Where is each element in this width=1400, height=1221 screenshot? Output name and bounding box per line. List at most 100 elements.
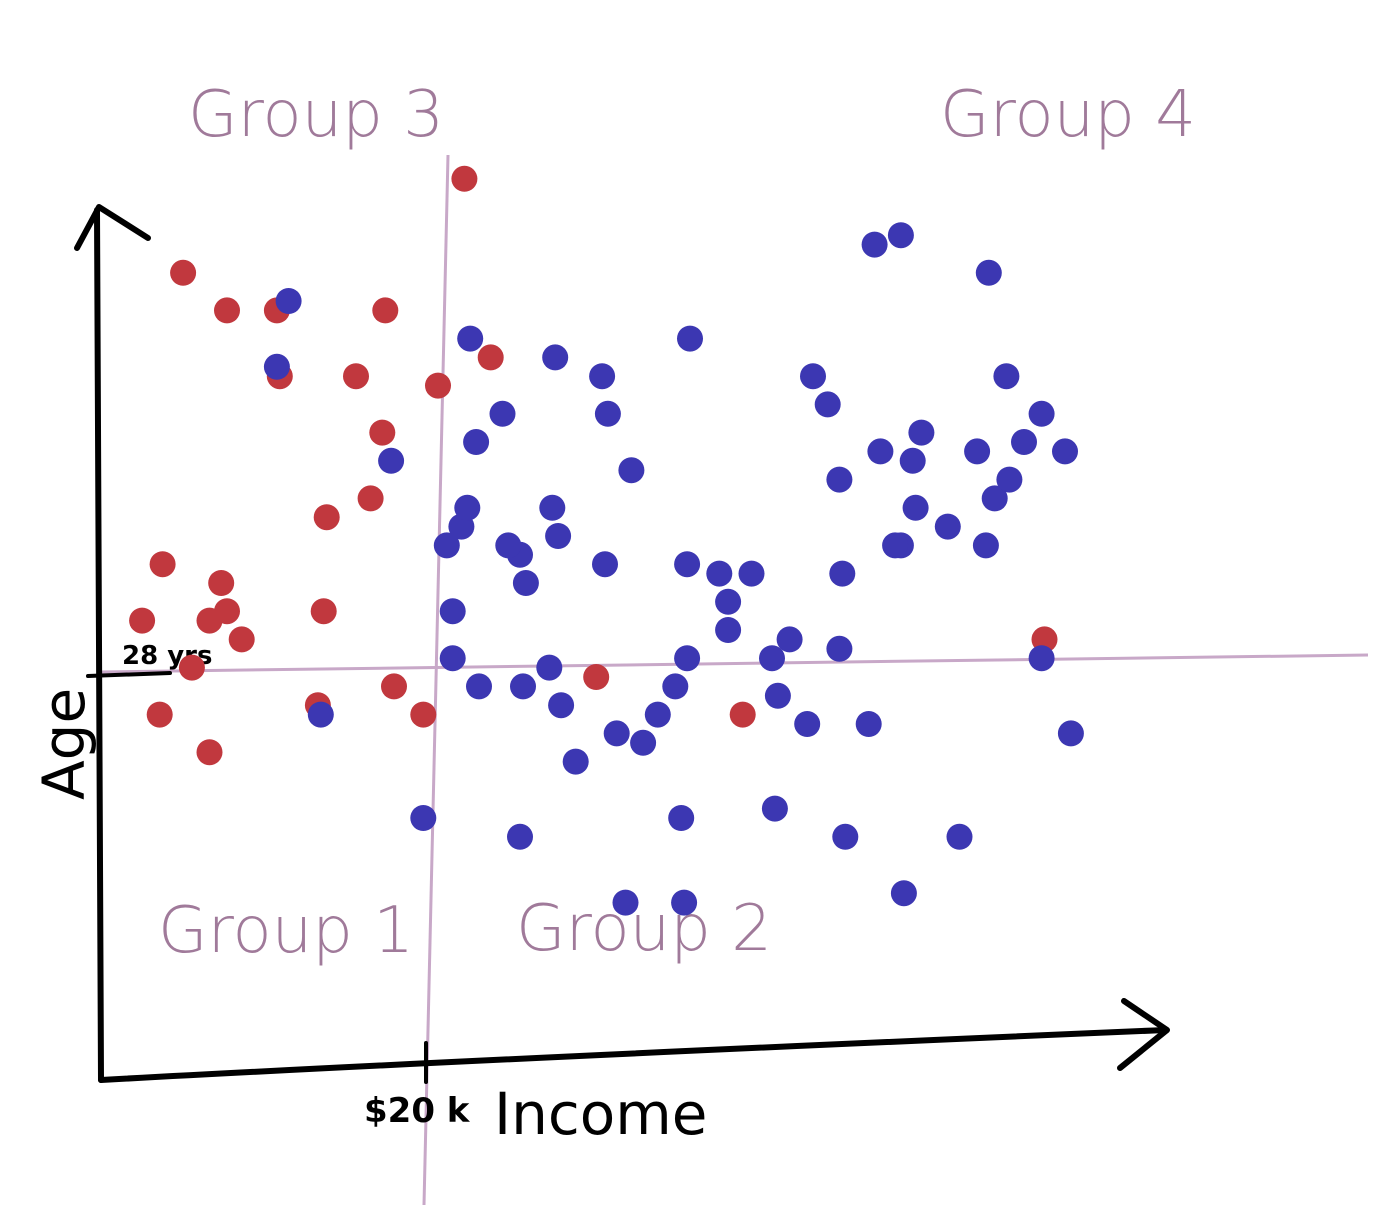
blue-data-point	[618, 457, 645, 484]
blue-data-point	[510, 673, 536, 700]
blue-data-point	[562, 748, 589, 775]
blue-data-point	[539, 494, 566, 521]
group-3-label: Group 3	[188, 78, 444, 152]
red-data-point	[129, 607, 156, 634]
blue-data-point	[592, 551, 618, 578]
red-data-point	[425, 372, 451, 399]
blue-data-point	[861, 231, 888, 258]
blue-data-point	[882, 532, 909, 559]
blue-data-point	[761, 795, 788, 822]
y-axis-line	[94, 207, 104, 1083]
red-data-point	[410, 701, 437, 728]
blue-data-point	[644, 701, 671, 728]
blue-data-point	[275, 288, 302, 314]
blue-data-point	[975, 259, 1002, 286]
blue-data-point	[466, 673, 492, 700]
blue-data-point	[993, 363, 1020, 390]
blue-data-point	[378, 447, 405, 474]
x-axis-arrowhead	[1117, 998, 1170, 1071]
blue-data-point	[972, 532, 999, 559]
group-4-label: Group 4	[940, 78, 1196, 152]
blue-data-point	[908, 419, 935, 446]
blue-data-point	[996, 466, 1023, 493]
blue-data-point	[677, 325, 703, 352]
red-data-point	[228, 626, 255, 653]
blue-data-point	[1028, 645, 1055, 672]
blue-data-point	[307, 701, 334, 728]
red-data-point	[451, 165, 478, 192]
blue-data-point	[603, 720, 630, 747]
red-data-point	[372, 297, 399, 324]
blue-data-point	[776, 626, 803, 653]
blue-data-point	[829, 560, 856, 587]
blue-data-point	[826, 466, 853, 493]
x-axis-title: Income	[494, 1080, 707, 1148]
blue-data-point	[495, 532, 522, 559]
income-threshold-label: $20 k	[364, 1091, 471, 1131]
blue-data-point	[715, 617, 742, 643]
red-data-point	[477, 344, 504, 371]
blue-data-point	[855, 711, 882, 737]
red-data-point	[196, 739, 223, 766]
blue-data-point	[887, 222, 914, 249]
y-axis-title: Age	[30, 688, 98, 800]
red-data-point	[313, 504, 340, 531]
blue-data-point	[674, 551, 701, 578]
blue-data-point	[715, 588, 742, 615]
red-data-point	[369, 419, 396, 446]
group-2-label: Group 2	[516, 892, 772, 966]
blue-data-point	[454, 494, 481, 521]
blue-data-point	[589, 363, 616, 390]
blue-data-point	[902, 494, 929, 521]
blue-data-point	[1052, 438, 1078, 465]
blue-data-point	[512, 570, 539, 596]
red-data-point	[178, 654, 205, 681]
red-data-point	[170, 259, 197, 286]
blue-data-point	[946, 823, 973, 850]
blue-data-point	[612, 889, 639, 916]
red-data-point	[208, 570, 235, 596]
blue-data-point	[759, 645, 785, 672]
blue-data-point	[536, 654, 563, 681]
blue-data-point	[814, 391, 841, 418]
red-data-point	[381, 673, 407, 700]
blue-data-point	[890, 880, 917, 907]
blue-data-point	[668, 805, 695, 831]
blue-data-point	[545, 523, 572, 549]
blue-data-point	[439, 598, 466, 625]
blue-data-point	[832, 823, 859, 850]
red-data-point	[146, 701, 173, 728]
blue-data-point	[433, 532, 460, 559]
blue-data-point	[548, 692, 575, 719]
blue-data-point	[463, 429, 490, 455]
red-data-point	[149, 551, 176, 578]
age-threshold-line	[99, 653, 1369, 674]
red-data-point	[310, 598, 337, 625]
blue-data-point	[263, 353, 290, 380]
blue-data-point	[867, 438, 894, 465]
red-data-point	[729, 701, 756, 728]
blue-data-point	[964, 438, 991, 465]
blue-data-point	[457, 325, 484, 352]
blue-data-point	[594, 400, 621, 427]
red-data-point	[214, 297, 240, 324]
blue-data-point	[630, 729, 657, 756]
blue-data-point	[934, 513, 961, 540]
blue-data-point	[410, 805, 437, 831]
group-1-label: Group 1	[158, 894, 414, 968]
blue-data-point	[738, 560, 765, 587]
red-data-point	[343, 363, 369, 390]
x-axis-line	[98, 1027, 1168, 1083]
blue-data-point	[1011, 429, 1037, 455]
red-data-point	[357, 485, 384, 512]
blue-data-point	[674, 645, 701, 672]
blue-data-point	[489, 400, 516, 427]
data-points	[129, 165, 1084, 916]
blue-data-point	[706, 560, 733, 587]
blue-data-point	[800, 363, 826, 390]
blue-data-point	[764, 682, 791, 709]
blue-data-point	[507, 823, 533, 850]
blue-data-point	[826, 635, 853, 662]
